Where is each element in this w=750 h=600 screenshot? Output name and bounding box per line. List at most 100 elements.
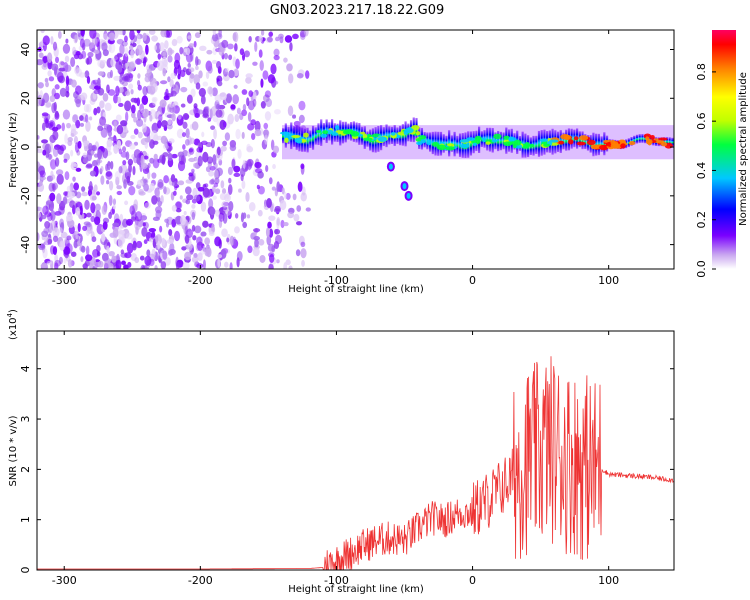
y-tick-label: 2 <box>19 466 32 473</box>
noise-blob <box>241 131 245 140</box>
noise-blob <box>86 212 92 218</box>
noise-blob <box>61 122 65 132</box>
noise-blob <box>182 113 190 121</box>
noise-blob <box>191 224 196 232</box>
y-tick-label: 0 <box>19 567 32 574</box>
noise-blob <box>72 114 79 123</box>
y-tick-label: -20 <box>19 187 32 205</box>
noise-blob <box>171 218 177 228</box>
noise-blob <box>235 128 241 140</box>
noise-blob <box>180 214 187 226</box>
spectrogram-frame <box>36 29 675 270</box>
noise-blob <box>59 144 67 152</box>
spectrogram-plot-area <box>37 30 674 269</box>
noise-blob <box>287 105 294 117</box>
noise-blob <box>82 152 88 158</box>
noise-blob <box>53 92 60 100</box>
noise-blob <box>305 70 310 79</box>
noise-blob <box>74 34 78 43</box>
noise-blob <box>168 248 176 256</box>
noise-blob <box>42 56 48 64</box>
noise-blob <box>232 94 239 105</box>
noise-blob <box>75 85 82 95</box>
noise-blob <box>123 179 127 189</box>
noise-blob <box>118 166 123 174</box>
noise-blob <box>221 188 227 195</box>
noise-blob <box>108 42 116 54</box>
noise-blob <box>171 112 176 122</box>
noise-blob <box>106 71 112 79</box>
noise-blob <box>224 261 229 268</box>
noise-blob <box>226 237 230 243</box>
noise-blob <box>161 237 166 247</box>
noise-blob <box>138 189 144 195</box>
noise-blob <box>248 90 254 97</box>
noise-blob <box>253 91 257 102</box>
noise-blob <box>65 38 69 44</box>
noise-blob <box>131 111 136 119</box>
signal-core <box>512 143 517 149</box>
y-tick-label: 3 <box>19 416 32 423</box>
noise-blob <box>112 228 119 238</box>
noise-blob <box>204 183 209 188</box>
noise-blob <box>229 144 237 152</box>
noise-blob <box>153 153 158 160</box>
signal-core <box>445 146 456 151</box>
noise-blob <box>64 55 70 63</box>
noise-blob <box>166 123 173 130</box>
noise-blob <box>121 260 126 265</box>
noise-blob <box>148 85 156 96</box>
noise-blob <box>231 158 236 169</box>
signal-band-strip <box>388 126 391 145</box>
colorbar-ticks: 0.0 0.2 0.4 0.6 0.8 <box>695 63 716 278</box>
noise-blob <box>124 75 129 81</box>
noise-blob <box>253 228 261 233</box>
colorbar-tick-label: 0.2 <box>695 211 708 229</box>
noise-blob <box>59 222 65 234</box>
noise-blob <box>151 231 156 238</box>
noise-blob <box>75 68 83 77</box>
noise-blob <box>217 81 223 87</box>
snr-frame <box>36 330 675 571</box>
noise-blob <box>49 141 53 153</box>
noise-blob <box>273 54 280 61</box>
noise-blob <box>202 259 206 269</box>
noise-blob <box>82 117 87 123</box>
noise-blob <box>286 63 293 72</box>
noise-blob <box>108 263 114 269</box>
noise-blob <box>140 215 148 221</box>
noise-blob <box>242 103 247 111</box>
noise-blob <box>125 233 133 240</box>
noise-blob <box>125 111 129 122</box>
noise-blob <box>52 130 59 141</box>
noise-blob <box>219 92 227 101</box>
noise-blob <box>87 51 94 58</box>
noise-blob <box>262 129 269 136</box>
noise-blob <box>77 222 81 233</box>
x-tick-label: -200 <box>188 274 213 287</box>
snr-x-ticks: -300 -200 -100 0 100 <box>52 331 619 587</box>
noise-blob <box>102 92 109 102</box>
noise-blob <box>79 122 85 127</box>
noise-blob <box>88 42 94 50</box>
noise-blob <box>79 115 84 122</box>
noise-blob <box>50 174 56 180</box>
noise-blob <box>37 171 41 181</box>
noise-blob <box>248 35 252 43</box>
noise-blob <box>155 234 162 245</box>
noise-blob <box>227 166 233 176</box>
signal-band-strip <box>537 130 541 157</box>
noise-blob <box>146 68 152 77</box>
noise-blob <box>114 170 121 181</box>
noise-blob <box>218 218 223 229</box>
noise-blob <box>180 103 186 108</box>
noise-blob <box>200 231 207 237</box>
noise-blob <box>242 159 246 170</box>
noise-blob <box>167 119 172 126</box>
noise-blob <box>119 43 125 55</box>
noise-blob <box>227 113 234 125</box>
signal-core <box>658 137 668 141</box>
noise-blob <box>239 112 244 121</box>
signal-core <box>320 133 328 138</box>
